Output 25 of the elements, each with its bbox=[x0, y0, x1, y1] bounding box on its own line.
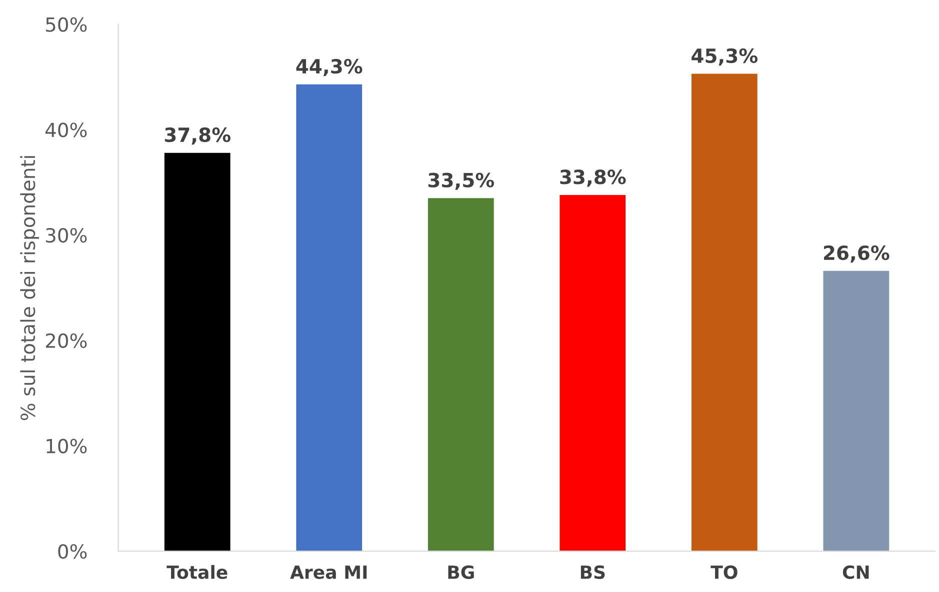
x-tick-label: BS bbox=[580, 565, 605, 580]
data-label: 37,8% bbox=[164, 127, 230, 145]
y-tick-label: 20% bbox=[46, 333, 87, 348]
data-label: 33,5% bbox=[428, 172, 494, 190]
bar bbox=[560, 194, 626, 552]
y-tick-label: 10% bbox=[46, 438, 87, 454]
bar bbox=[428, 198, 494, 552]
bar bbox=[164, 152, 230, 552]
y-tick-label: 40% bbox=[45, 122, 87, 138]
x-tick-label: TO bbox=[710, 565, 738, 580]
y-tick-label: 0% bbox=[58, 544, 87, 559]
data-label: 26,6% bbox=[824, 245, 890, 263]
y-axis-title: % sul totale dei rispondenti bbox=[20, 156, 39, 420]
y-tick-label: 30% bbox=[46, 228, 87, 243]
x-tick-label: Totale bbox=[166, 565, 228, 580]
x-tick-label: BG bbox=[448, 565, 474, 580]
y-tick-label: 50% bbox=[46, 17, 87, 32]
bar bbox=[823, 270, 890, 552]
bar bbox=[296, 84, 362, 552]
data-label: 33,8% bbox=[560, 170, 626, 187]
data-label: 44,3% bbox=[296, 58, 362, 76]
x-tick-label: CN bbox=[842, 565, 869, 580]
x-tick-label: Area MI bbox=[290, 566, 367, 580]
data-label: 45,3% bbox=[692, 48, 758, 66]
bar bbox=[691, 74, 758, 552]
